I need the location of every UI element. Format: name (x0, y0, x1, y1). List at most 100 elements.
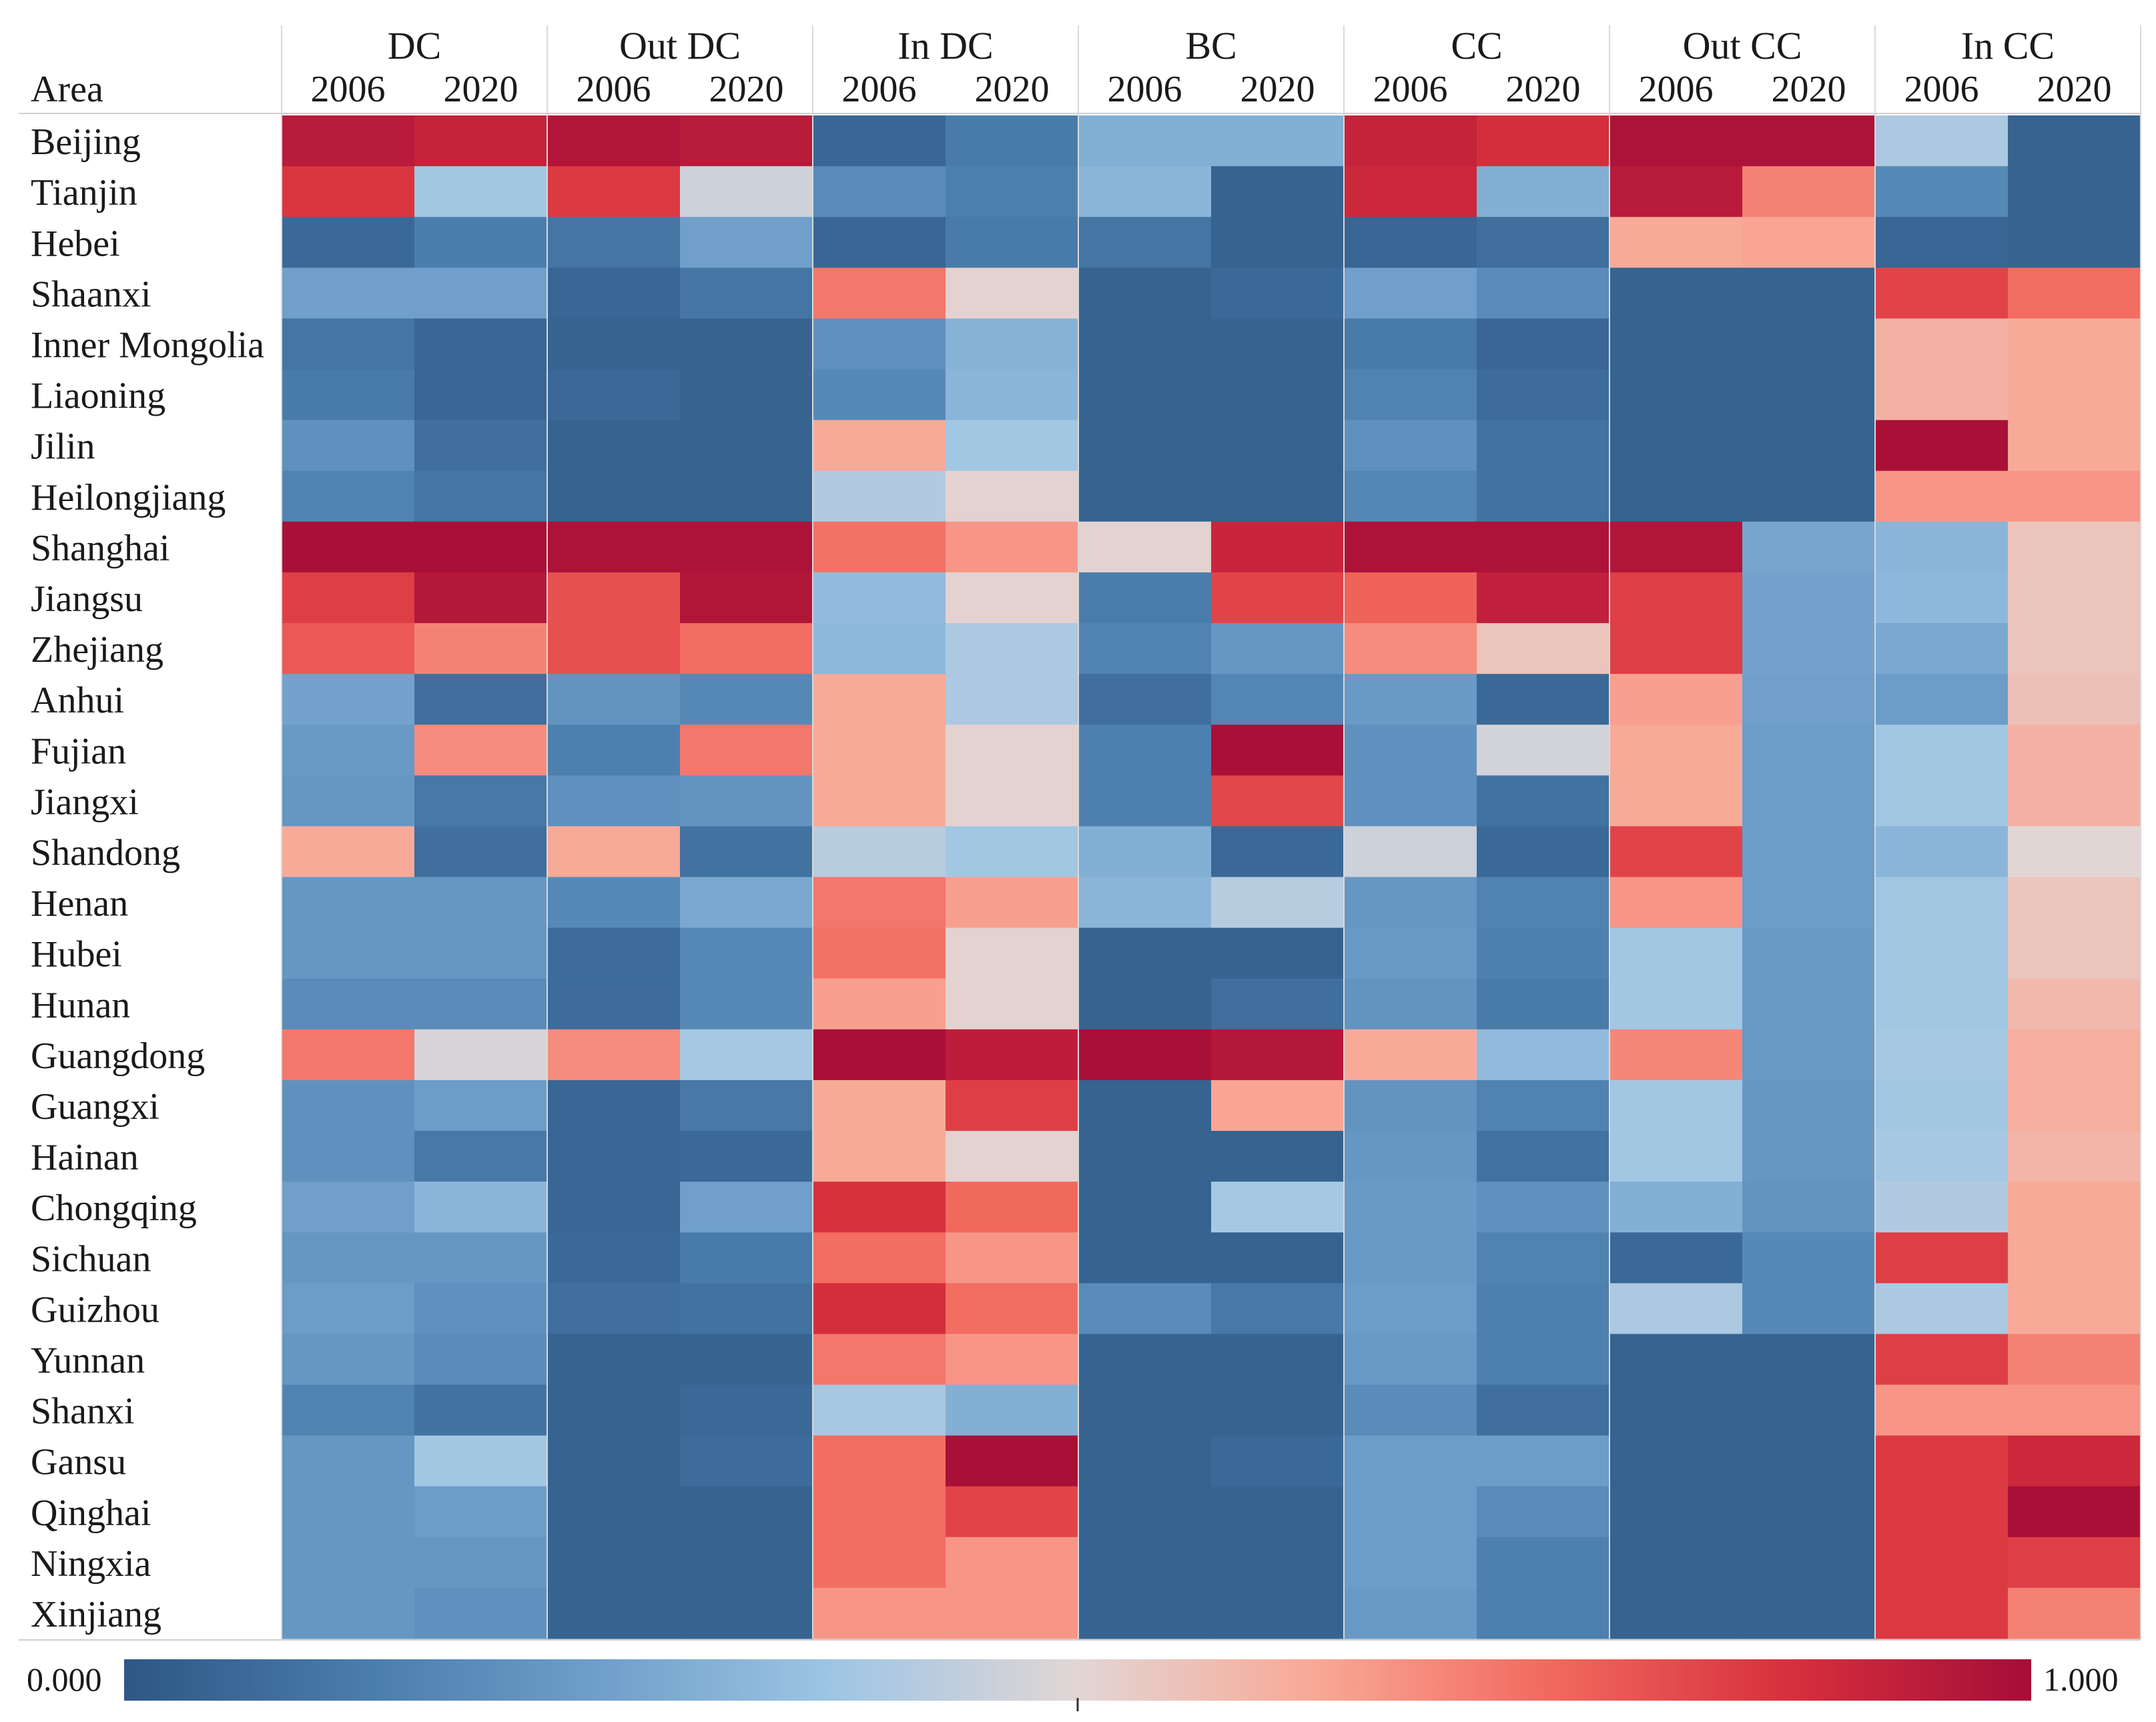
heatmap-cell (946, 1486, 1079, 1538)
heatmap-cell (282, 1283, 415, 1334)
heatmap-cell (1609, 318, 1743, 370)
heatmap-cell (1609, 166, 1743, 218)
heatmap-cell (1609, 369, 1743, 421)
heatmap-cell (547, 674, 681, 725)
heatmap-cell (680, 1587, 813, 1639)
heatmap-cell (680, 369, 813, 421)
heatmap-cell (1211, 470, 1345, 522)
heatmap-cell (813, 1435, 946, 1487)
color-scale-gradient (124, 1659, 2031, 1701)
heatmap-cell (547, 1232, 681, 1284)
heatmap-cell (1742, 1131, 1876, 1182)
heatmap-cell (1742, 927, 1876, 979)
row-label: Fujian (31, 731, 126, 772)
heatmap-cell (1609, 1334, 1743, 1386)
heatmap-cell (680, 166, 813, 218)
heatmap-cell (1875, 1182, 2009, 1233)
heatmap-cell (2008, 318, 2141, 370)
heatmap-cell (2008, 826, 2141, 878)
heatmap-cell (1609, 1283, 1743, 1334)
row-label: Shanxi (31, 1391, 135, 1432)
row-header-label: Area (31, 69, 103, 110)
heatmap-cell (2008, 420, 2141, 472)
heatmap-cell (813, 115, 946, 167)
heatmap-cell (1742, 877, 1876, 929)
heatmap-cell (414, 1283, 548, 1334)
heatmap-cell (1211, 1131, 1345, 1182)
heatmap-cell (1609, 1587, 1743, 1639)
year-label: 2020 (2037, 69, 2112, 110)
heatmap-cell (1344, 877, 1477, 929)
heatmap-cell (282, 623, 415, 675)
heatmap-cell (1211, 1384, 1345, 1436)
heatmap-cell (1609, 470, 1743, 522)
heatmap-cell (2008, 623, 2141, 675)
heatmap-cell (680, 1131, 813, 1182)
group-dividers (281, 25, 2141, 1639)
heatmap-cell (1344, 420, 1477, 472)
row-label: Inner Mongolia (31, 324, 264, 366)
heatmap-cell (414, 1131, 548, 1182)
heatmap-cell (1609, 1182, 1743, 1233)
heatmap-cell (414, 166, 548, 218)
heatmap-cell (414, 268, 548, 319)
heatmap-cell (282, 927, 415, 979)
heatmap-cell (1742, 318, 1876, 370)
heatmap-cell (680, 1232, 813, 1284)
heatmap-cell (1477, 420, 1610, 472)
heatmap-cell (2008, 1334, 2141, 1386)
heatmap-cell (813, 1537, 946, 1589)
heatmap-cell (547, 318, 681, 370)
heatmap-cell (680, 420, 813, 472)
heatmap-cell (1875, 1537, 2009, 1589)
heatmap-cell (414, 674, 548, 725)
heatmap-cell (1477, 1587, 1610, 1639)
heatmap-cell (1742, 1334, 1876, 1386)
heatmap-cell (1078, 115, 1212, 167)
year-label: 2020 (444, 69, 518, 110)
heatmap-cell (680, 623, 813, 675)
heatmap-cell (414, 826, 548, 878)
heatmap-cell (1875, 420, 2009, 472)
heatmap-cell (1344, 1232, 1477, 1284)
heatmap-cell (1875, 217, 2009, 268)
heatmap-cell (414, 521, 548, 573)
group-header: In CC (1961, 24, 2055, 67)
heatmap-cell (946, 420, 1079, 472)
heatmap-cell (1742, 217, 1876, 268)
heatmap-cell (2008, 1537, 2141, 1589)
heatmap-cell (1344, 1182, 1477, 1233)
heatmap-cell (1875, 1334, 2009, 1386)
heatmap-cell (1211, 725, 1345, 776)
heatmap-cell (2008, 1029, 2141, 1081)
heatmap-cell (547, 1283, 681, 1334)
heatmap-cell (1211, 1182, 1345, 1233)
heatmap-cell (1344, 521, 1477, 573)
heatmap-cell (680, 1384, 813, 1436)
heatmap-cell (2008, 268, 2141, 319)
heatmap-cell (1742, 1384, 1876, 1436)
row-label: Anhui (31, 680, 124, 721)
heatmap-cell (813, 217, 946, 268)
heatmap-cell (2008, 978, 2141, 1030)
heatmap-cell (282, 978, 415, 1030)
year-label: 2020 (709, 69, 784, 110)
heatmap-cell (1477, 674, 1610, 725)
heatmap-cell (813, 674, 946, 725)
row-label: Hebei (31, 223, 120, 264)
heatmap-cell (1477, 1131, 1610, 1182)
heatmap-cell (282, 217, 415, 268)
heatmap-cell (1078, 217, 1212, 268)
heatmap-cell (946, 1537, 1079, 1589)
heatmap-cell (1742, 1486, 1876, 1538)
heatmap-cell (414, 1384, 548, 1436)
heatmap-cell (547, 470, 681, 522)
heatmap-cell (1477, 115, 1610, 167)
heatmap-cell (1477, 1080, 1610, 1132)
heatmap-cell (680, 115, 813, 167)
row-labels: Beijing Tianjin Hebei Shaanxi Inner Mongolia… (31, 121, 264, 1635)
heatmap-cell (2008, 1435, 2141, 1487)
heatmap-cell (680, 674, 813, 725)
heatmap-cell (1211, 927, 1345, 979)
